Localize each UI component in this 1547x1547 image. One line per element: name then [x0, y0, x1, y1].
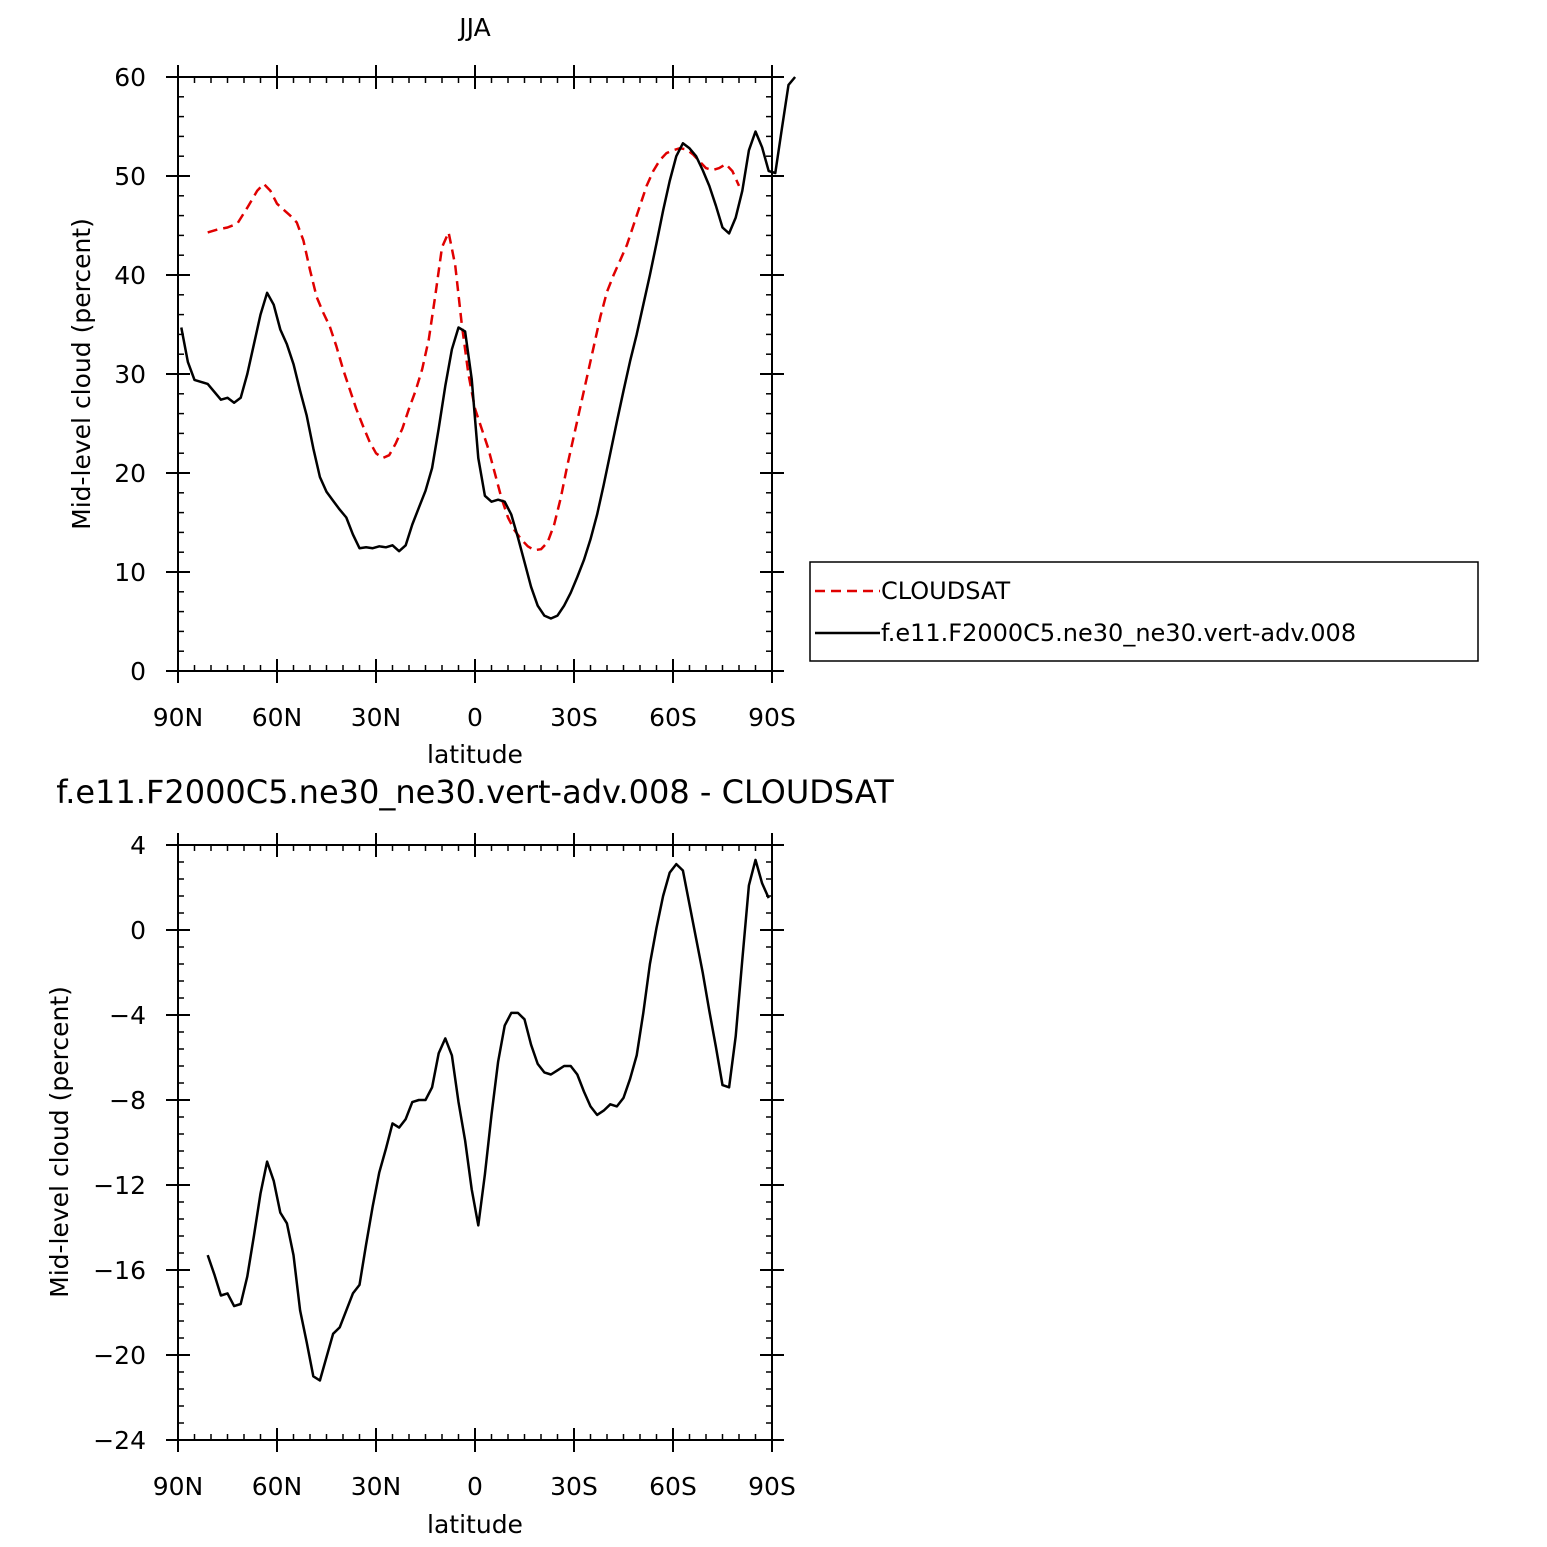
- y-tick-label: 0: [130, 657, 146, 686]
- x-tick-label: 30N: [351, 1472, 402, 1501]
- chart-bottom-title: f.e11.F2000C5.ne30_ne30.vert-adv.008 - C…: [56, 773, 894, 811]
- y-tick-label: 0: [130, 916, 146, 945]
- x-tick-label: 30S: [550, 1472, 598, 1501]
- y-tick-label: 50: [114, 162, 146, 191]
- y-tick-label: 30: [114, 360, 146, 389]
- x-tick-label: 60S: [649, 703, 697, 732]
- chart-bottom-x-tick-labels: 90N 60N 30N 0 30S 60S 90S: [153, 1472, 796, 1501]
- x-tick-label: 60S: [649, 1472, 697, 1501]
- chart-top-title: JJA: [457, 13, 490, 42]
- chart-top-legend: CLOUDSAT f.e11.F2000C5.ne30_ne30.vert-ad…: [809, 561, 1479, 662]
- x-tick-label: 90S: [748, 1472, 796, 1501]
- x-tick-label: 60N: [252, 703, 303, 732]
- x-tick-label: 90N: [153, 1472, 204, 1501]
- y-tick-label: 20: [114, 459, 146, 488]
- chart-bottom: f.e11.F2000C5.ne30_ne30.vert-adv.008 - C…: [45, 773, 894, 1539]
- chart-bottom-y-tick-labels: −24 −20 −16 −12 −8 −4 0 4: [93, 831, 146, 1455]
- y-tick-label: 60: [114, 63, 146, 92]
- y-tick-label: 40: [114, 261, 146, 290]
- y-tick-label: −12: [93, 1171, 146, 1200]
- series-line-0: [207, 147, 741, 552]
- chart-top-y-axis-label: Mid-level cloud (percent): [67, 218, 96, 530]
- chart-bottom-ticks: [166, 833, 784, 1452]
- x-tick-label: 60N: [252, 1472, 303, 1501]
- series-line-1: [180, 76, 797, 620]
- chart-top-y-tick-labels: 0 10 20 30 40 50 60: [114, 63, 146, 686]
- y-tick-label: 4: [130, 831, 146, 860]
- chart-top-series: [180, 76, 797, 620]
- y-tick-label: −24: [93, 1426, 146, 1455]
- x-tick-label: 90S: [748, 703, 796, 732]
- chart-top-x-axis-label: latitude: [427, 740, 523, 769]
- legend-frame: [809, 561, 1479, 662]
- chart-bottom-plot-frame: [177, 844, 773, 1441]
- x-tick-label: 0: [467, 703, 483, 732]
- y-tick-label: −4: [109, 1001, 146, 1030]
- x-tick-label: 30N: [351, 703, 402, 732]
- y-tick-label: −16: [93, 1256, 146, 1285]
- x-tick-label: 0: [467, 1472, 483, 1501]
- y-tick-label: 10: [114, 558, 146, 587]
- chart-top: JJA 0 10 20 30 40 50 60 90N 60N 30N 0 30S 60S 90S la…: [67, 13, 1479, 769]
- x-tick-label: 30S: [550, 703, 598, 732]
- chart-bottom-y-axis-label: Mid-level cloud (percent): [45, 986, 74, 1298]
- y-tick-label: −20: [93, 1341, 146, 1370]
- chart-bottom-series: [206, 858, 770, 1382]
- chart-top-ticks: [166, 65, 784, 683]
- legend-label-cloudsat: CLOUDSAT: [881, 577, 1010, 605]
- chart-bottom-x-axis-label: latitude: [427, 1510, 523, 1539]
- chart-top-plot-frame: [177, 76, 773, 672]
- y-tick-label: −8: [109, 1086, 146, 1115]
- chart-top-x-tick-labels: 90N 60N 30N 0 30S 60S 90S: [153, 703, 796, 732]
- legend-label-model: f.e11.F2000C5.ne30_ne30.vert-adv.008: [881, 619, 1356, 647]
- series-line-0: [206, 858, 770, 1382]
- x-tick-label: 90N: [153, 703, 204, 732]
